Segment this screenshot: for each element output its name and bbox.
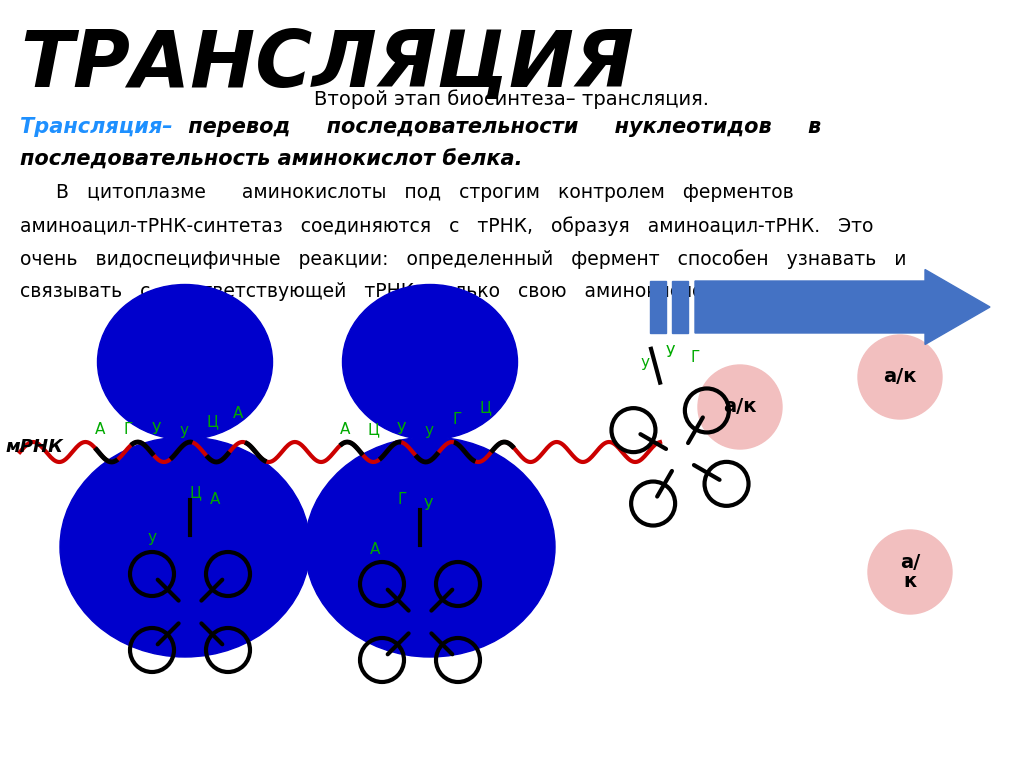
Text: А: А <box>370 542 380 557</box>
Ellipse shape <box>342 285 517 439</box>
Text: А: А <box>210 492 220 507</box>
Text: Г: Г <box>123 423 133 437</box>
Text: связывать   с   соответствующей   тРНК   только   свою   аминокислоту.: связывать с соответствующей тРНК только … <box>20 282 731 301</box>
Text: Трансляция–: Трансляция– <box>20 117 173 137</box>
Text: У: У <box>423 498 432 513</box>
Text: у: у <box>425 423 433 437</box>
Text: У: У <box>152 423 161 437</box>
Text: мРНК: мРНК <box>5 438 62 456</box>
Text: А: А <box>232 407 243 422</box>
Text: Ц: Ц <box>206 414 218 430</box>
Text: А: А <box>340 423 350 437</box>
Ellipse shape <box>305 437 555 657</box>
Text: У: У <box>396 423 406 437</box>
Text: Второй этап биосинтеза– трансляция.: Второй этап биосинтеза– трансляция. <box>314 89 710 109</box>
Circle shape <box>698 365 782 449</box>
Text: Г: Г <box>397 492 407 507</box>
Text: В   цитоплазме      аминокислоты   под   строгим   контролем   ферментов: В цитоплазме аминокислоты под строгим ко… <box>20 183 794 202</box>
Text: Ц: Ц <box>367 423 379 437</box>
Text: у: у <box>147 530 157 545</box>
Circle shape <box>858 335 942 419</box>
Text: а/
к: а/ к <box>900 553 921 591</box>
Ellipse shape <box>60 437 310 657</box>
Text: у: у <box>179 423 188 437</box>
Text: последовательность аминокислот белка.: последовательность аминокислот белка. <box>20 149 522 170</box>
Text: А: А <box>95 423 105 437</box>
Text: Ц: Ц <box>189 485 201 500</box>
FancyArrow shape <box>695 269 990 344</box>
Text: У: У <box>666 345 675 360</box>
Text: очень   видоспецифичные   реакции:   определенный   фермент   способен   узнават: очень видоспецифичные реакции: определен… <box>20 249 906 268</box>
Text: Г: Г <box>690 350 699 365</box>
Text: а/к: а/к <box>884 367 916 387</box>
Bar <box>672 281 688 333</box>
Text: у: у <box>640 355 649 370</box>
Text: аминоацил-тРНК-синтетаз   соединяются   с   тРНК,   образуя   аминоацил-тРНК.   : аминоацил-тРНК-синтетаз соединяются с тР… <box>20 216 873 235</box>
Ellipse shape <box>97 285 272 439</box>
Text: Г: Г <box>453 413 462 427</box>
Text: а/к: а/к <box>723 397 757 416</box>
Circle shape <box>868 530 952 614</box>
Text: перевод     последовательности     нуклеотидов     в: перевод последовательности нуклеотидов в <box>152 117 821 137</box>
Bar <box>650 281 666 333</box>
Text: ТРАНСЛЯЦИЯ: ТРАНСЛЯЦИЯ <box>20 27 634 103</box>
Text: Ц: Ц <box>479 400 490 416</box>
